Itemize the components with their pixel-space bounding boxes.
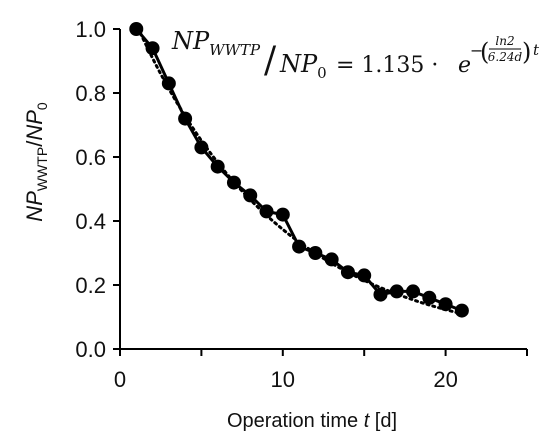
data-point [194, 140, 209, 155]
data-point [308, 246, 323, 260]
eq-exp-rparen: ) [522, 38, 531, 66]
data-point [324, 252, 339, 267]
data-point [226, 175, 241, 190]
eq-rhs: = 1.135 · [336, 53, 438, 78]
data-point [161, 76, 176, 91]
data-point [259, 204, 274, 219]
y-tick-label: 0.0 [75, 337, 106, 362]
eq-exp-minus: − [470, 41, 483, 60]
eq-lhs-den: NP0 [279, 50, 327, 82]
data-point [292, 239, 307, 254]
y-axis-title-num-sub: WWTP [34, 147, 50, 191]
y-tick-label: 0.2 [75, 273, 106, 298]
data-point [454, 303, 469, 318]
data-point [357, 268, 372, 283]
data-point [422, 290, 437, 305]
data-point [243, 188, 258, 203]
data-point [340, 265, 355, 280]
x-tick-label: 0 [114, 367, 126, 392]
x-axis-title-var: t [364, 410, 371, 432]
data-point [178, 111, 193, 126]
y-axis-title-slash: / [22, 140, 47, 147]
y-axis-title-num: NP [22, 191, 47, 222]
x-axis-title: Operation time t [d] [227, 410, 397, 432]
x-axis-title-suffix: [d] [369, 410, 397, 432]
data-point [275, 207, 290, 222]
y-tick-label: 0.4 [75, 209, 106, 234]
fit-equation: NPWWTP / NP0 = 1.135 · e − ( ln2 6.24d )… [171, 27, 540, 82]
data-point [373, 287, 388, 302]
y-tick-label: 0.8 [75, 81, 106, 106]
y-ticks: 0.0 0.2 0.4 0.6 0.8 1.0 [75, 17, 120, 362]
data-series-group [129, 22, 469, 318]
y-tick-label: 1.0 [75, 17, 106, 42]
data-point [145, 41, 160, 56]
y-tick-label: 0.6 [75, 145, 106, 170]
eq-e: e [458, 53, 471, 78]
eq-exp-lparen: ( [480, 38, 489, 66]
y-axis-title: NPWWTP/NP0 [22, 102, 50, 222]
eq-lhs-num: NPWWTP [171, 27, 261, 59]
eq-exp-t: t [533, 41, 540, 59]
eq-lhs-num-sub: WWTP [209, 41, 261, 59]
data-points [129, 22, 469, 318]
y-axis-title-den-sub: 0 [34, 102, 50, 110]
y-axis-title-den: NP [22, 110, 47, 141]
x-ticks: 0 10 20 [114, 349, 528, 392]
x-axis-title-prefix: Operation time [227, 410, 364, 432]
eq-frac-den: 6.24d [488, 50, 523, 64]
data-point [389, 284, 404, 299]
x-tick-label: 20 [433, 367, 457, 392]
x-tick-label: 10 [271, 367, 295, 392]
eq-lhs-slash: / [264, 40, 277, 81]
data-point [210, 159, 225, 174]
eq-frac-num: ln2 [495, 34, 514, 48]
data-point [129, 22, 144, 36]
axes: 0 10 20 0.0 0.2 0.4 0.6 0.8 1.0 [75, 17, 528, 392]
data-point [406, 284, 421, 299]
data-point [438, 297, 453, 312]
eq-lhs-den-sub: 0 [317, 64, 327, 82]
